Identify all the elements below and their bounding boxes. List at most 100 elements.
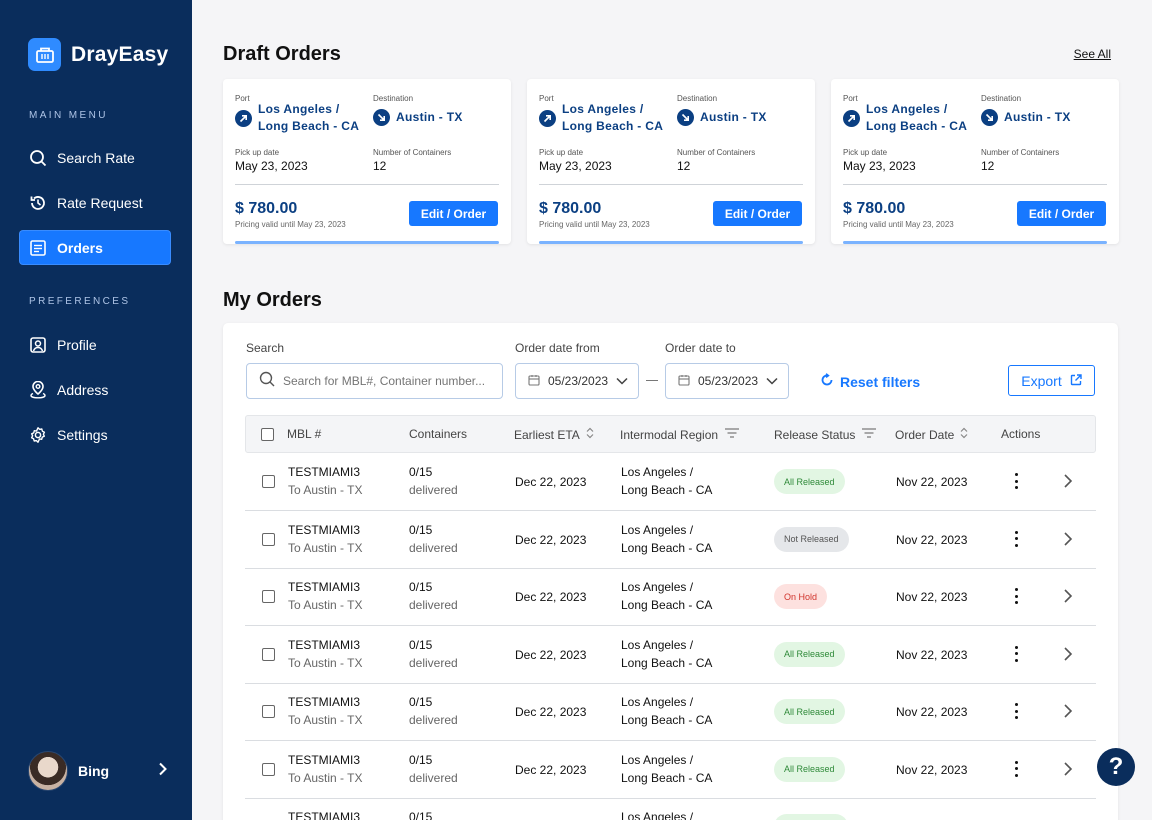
col-eta-label: Earliest ETA bbox=[514, 427, 580, 442]
region-cell: Los Angeles / bbox=[621, 808, 693, 820]
eta-cell: Dec 22, 2023 bbox=[515, 705, 587, 719]
filter-icon[interactable] bbox=[861, 427, 877, 442]
external-link-icon bbox=[1070, 373, 1082, 389]
chevron-right-icon[interactable] bbox=[1063, 646, 1073, 667]
port-line-2: Long Beach - CA bbox=[866, 119, 968, 133]
select-all-checkbox[interactable] bbox=[261, 428, 274, 441]
nav-settings[interactable]: Settings bbox=[19, 417, 171, 452]
mbl-number: TESTMIAMI3 bbox=[288, 637, 361, 652]
order-date-cell: Nov 22, 2023 bbox=[896, 705, 968, 719]
chevron-right-icon[interactable] bbox=[1063, 761, 1073, 782]
nav-address[interactable]: Address bbox=[19, 372, 171, 407]
edit-order-button[interactable]: Edit / Order bbox=[713, 201, 802, 226]
nav-rate-request[interactable]: Rate Request bbox=[19, 185, 171, 220]
chevron-right-icon[interactable] bbox=[1063, 588, 1073, 609]
chevron-right-icon[interactable] bbox=[1063, 473, 1073, 494]
app-logo[interactable]: DrayEasy bbox=[28, 38, 168, 71]
nav-profile[interactable]: Profile bbox=[19, 327, 171, 362]
port-text: Los Angeles / Long Beach - CA bbox=[562, 101, 663, 135]
region-cell: Los Angeles / Long Beach - CA bbox=[621, 636, 712, 672]
nav-orders[interactable]: Orders bbox=[19, 230, 171, 265]
table-row[interactable]: TESTMIAMI3 To Austin - TX 0/15 delivered Dec… bbox=[245, 568, 1096, 626]
row-checkbox[interactable] bbox=[262, 762, 275, 776]
search-icon bbox=[259, 371, 275, 392]
pickup-label: Pick up date bbox=[539, 148, 584, 157]
table-row[interactable]: TESTMIAMI3 To Austin - TX 0/15 delivered Dec… bbox=[245, 683, 1096, 741]
row-checkbox[interactable] bbox=[262, 647, 275, 661]
table-row[interactable]: TESTMIAMI3 To Austin - TX 0/15 delivered Dec… bbox=[245, 741, 1096, 799]
nav-label: Address bbox=[57, 381, 109, 398]
region-line-1: Los Angeles / bbox=[621, 522, 694, 537]
col-status-label: Release Status bbox=[774, 427, 856, 442]
chevron-right-icon[interactable] bbox=[1063, 531, 1073, 552]
row-checkbox[interactable] bbox=[262, 532, 275, 546]
sort-icon[interactable] bbox=[960, 427, 968, 442]
help-button[interactable]: ? bbox=[1097, 748, 1135, 786]
pickup-date: May 23, 2023 bbox=[235, 159, 308, 173]
table-header: MBL # Containers Earliest ETA Intermodal… bbox=[245, 415, 1096, 453]
region-line-1: Los Angeles / bbox=[621, 752, 694, 767]
user-menu[interactable]: Bing bbox=[28, 751, 168, 791]
profile-icon bbox=[29, 336, 47, 354]
eta-cell: Dec 22, 2023 bbox=[515, 475, 587, 489]
edit-order-button[interactable]: Edit / Order bbox=[1017, 201, 1106, 226]
destination-location: Austin - TX bbox=[373, 109, 463, 126]
more-options-icon[interactable] bbox=[1014, 760, 1018, 777]
nav-label: Profile bbox=[57, 336, 97, 353]
containers-label: Number of Containers bbox=[373, 148, 452, 157]
table-row[interactable]: TESTMIAMI3 0/15 Los Angeles / bbox=[245, 798, 1096, 820]
mbl-destination: To Austin - TX bbox=[288, 770, 363, 785]
containers-status: delivered bbox=[409, 540, 458, 555]
region-line-1: Los Angeles / bbox=[621, 810, 694, 820]
eta-cell: Dec 22, 2023 bbox=[515, 532, 587, 547]
port-label: Port bbox=[539, 94, 554, 103]
sort-icon[interactable] bbox=[586, 427, 594, 442]
col-region[interactable]: Intermodal Region bbox=[620, 427, 740, 442]
row-checkbox[interactable] bbox=[262, 705, 275, 718]
filter-icon[interactable] bbox=[724, 427, 740, 442]
search-input[interactable] bbox=[283, 374, 493, 388]
destination-location: Austin - TX bbox=[981, 109, 1071, 126]
region-cell: Los Angeles / Long Beach - CA bbox=[621, 463, 712, 499]
more-options-icon[interactable] bbox=[1014, 703, 1018, 719]
edit-order-button[interactable]: Edit / Order bbox=[409, 201, 498, 226]
region-line-2: Long Beach - CA bbox=[621, 713, 713, 727]
containers-status: delivered bbox=[409, 770, 458, 785]
destination-label: Destination bbox=[981, 94, 1022, 103]
date-to-label: Order date to bbox=[665, 341, 736, 355]
table-row[interactable]: TESTMIAMI3 To Austin - TX 0/15 delivered Dec… bbox=[245, 626, 1096, 684]
export-button[interactable]: Export bbox=[1008, 365, 1095, 396]
col-eta[interactable]: Earliest ETA bbox=[514, 427, 594, 442]
nav-label: Search Rate bbox=[57, 149, 135, 166]
table-row[interactable]: TESTMIAMI3 To Austin - TX 0/15 delivered Dec… bbox=[245, 511, 1096, 569]
more-options-icon[interactable] bbox=[1014, 473, 1018, 489]
col-date[interactable]: Order Date bbox=[895, 427, 968, 442]
more-options-icon[interactable] bbox=[1014, 645, 1018, 662]
history-icon bbox=[29, 194, 47, 212]
order-date-cell: Nov 22, 2023 bbox=[896, 647, 968, 662]
containers-count: 12 bbox=[373, 159, 387, 173]
row-checkbox[interactable] bbox=[262, 475, 275, 488]
nav-search-rate[interactable]: Search Rate bbox=[19, 140, 171, 175]
preferences-label: PREFERENCES bbox=[29, 296, 131, 307]
col-status[interactable]: Release Status bbox=[774, 427, 877, 442]
containers-count: 0/15 bbox=[409, 522, 433, 537]
date-from-label: Order date from bbox=[515, 341, 600, 355]
date-from-picker[interactable]: 05/23/2023 bbox=[515, 363, 639, 399]
row-checkbox[interactable] bbox=[262, 590, 275, 603]
chevron-right-icon[interactable] bbox=[1063, 703, 1073, 724]
reset-filters-button[interactable]: Reset filters bbox=[820, 373, 920, 390]
table-row[interactable]: TESTMIAMI3 To Austin - TX 0/15 delivered Dec… bbox=[245, 453, 1096, 511]
more-options-icon[interactable] bbox=[1014, 588, 1018, 604]
see-all-link[interactable]: See All bbox=[1073, 47, 1111, 61]
order-date-cell: Nov 22, 2023 bbox=[896, 475, 968, 489]
date-to-picker[interactable]: 05/23/2023 bbox=[665, 363, 789, 399]
containers-count: 0/15 bbox=[409, 695, 433, 709]
reset-filters-label: Reset filters bbox=[840, 373, 921, 390]
containers-status: delivered bbox=[409, 483, 458, 497]
search-field[interactable] bbox=[246, 363, 503, 399]
containers-cell: 0/15 delivered bbox=[409, 578, 458, 614]
more-options-icon[interactable] bbox=[1014, 530, 1018, 547]
region-line-2: Long Beach - CA bbox=[621, 770, 713, 785]
containers-cell: 0/15 delivered bbox=[409, 463, 458, 499]
